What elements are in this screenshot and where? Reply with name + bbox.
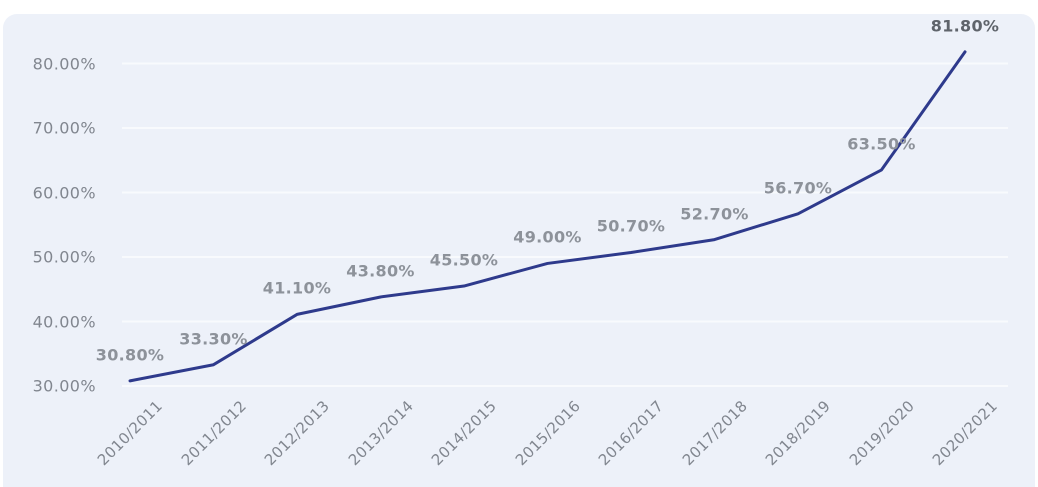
y-axis-tick-label: 30.00% — [32, 376, 96, 396]
y-axis-tick-label: 60.00% — [32, 183, 96, 202]
data-point-label: 30.80% — [95, 345, 165, 365]
data-point-label: 45.50% — [429, 250, 499, 270]
y-axis-tick-label: 70.00% — [32, 118, 96, 138]
data-point-label: 41.10% — [262, 278, 332, 298]
data-point-label: 50.70% — [596, 216, 666, 236]
data-point-label: 52.70% — [680, 204, 749, 224]
data-point-label: 33.30% — [179, 329, 248, 349]
data-point-label: 81.80% — [930, 16, 1000, 36]
y-axis-tick-label: 40.00% — [32, 312, 96, 331]
data-point-label: 63.50% — [847, 134, 916, 154]
y-axis-tick-label: 50.00% — [32, 247, 96, 267]
chart-panel — [3, 14, 1035, 487]
data-point-label: 49.00% — [513, 227, 582, 247]
trend-line — [128, 50, 967, 383]
y-axis-tick-label: 80.00% — [32, 54, 96, 73]
data-point-label: 43.80% — [346, 261, 415, 281]
data-point-label: 56.70% — [763, 178, 833, 198]
